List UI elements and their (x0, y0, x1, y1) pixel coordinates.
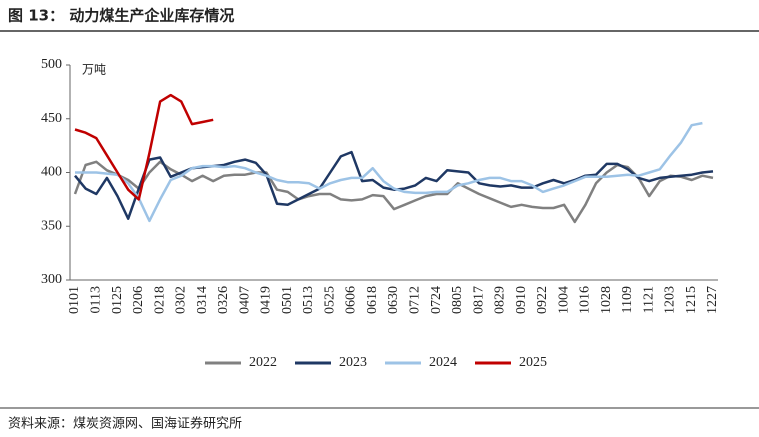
x-tick-label: 0525 (322, 286, 337, 314)
x-tick-label: 0125 (110, 286, 125, 314)
x-tick-label: 0501 (280, 286, 295, 314)
series-line (73, 160, 714, 224)
x-tick-label: 0910 (514, 286, 529, 314)
x-tick-label: 0817 (471, 286, 486, 314)
x-tick-label: 0326 (216, 286, 231, 314)
x-tick-label: 1016 (578, 286, 593, 314)
x-tick-label: 0206 (131, 286, 146, 314)
x-tick-label: 1203 (663, 286, 678, 314)
y-tick-label: 500 (41, 57, 62, 72)
x-tick-label: 1004 (556, 286, 571, 314)
x-tick-label: 0724 (429, 286, 444, 314)
x-tick-label: 1227 (705, 286, 720, 314)
x-tick-label: 0513 (301, 286, 316, 314)
y-tick-label: 350 (41, 218, 62, 233)
source: 资料来源：煤炭资源网、国海证券研究所 (8, 416, 242, 432)
x-tick-label: 1028 (599, 286, 614, 314)
x-tick-label: 0419 (259, 286, 274, 314)
x-tick-label: 0618 (365, 286, 380, 314)
x-tick-label: 0113 (88, 286, 103, 313)
series-line (75, 121, 703, 223)
x-tick-label: 0712 (407, 286, 422, 314)
legend-label: 2022 (249, 355, 277, 370)
legend-label: 2024 (429, 355, 457, 370)
x-tick-label: 0314 (195, 286, 210, 314)
x-tick-label: 1121 (641, 286, 656, 313)
x-tick-label: 0302 (174, 286, 189, 314)
y-tick-label: 400 (41, 165, 62, 180)
x-tick-label: 1109 (620, 286, 635, 313)
x-tick-label: 0805 (450, 286, 465, 314)
x-tick-label: 0922 (535, 286, 550, 314)
y-tick-label: 300 (41, 272, 62, 287)
y-axis-label: 万吨 (82, 63, 106, 77)
x-tick-label: 1215 (684, 286, 699, 314)
x-tick-label: 0101 (67, 286, 82, 314)
series-line (74, 93, 214, 201)
x-tick-label: 0630 (386, 286, 401, 314)
x-tick-label: 0407 (237, 286, 252, 314)
x-tick-label: 0606 (344, 286, 359, 314)
x-tick-label: 0218 (152, 286, 167, 314)
legend-label: 2025 (519, 355, 547, 370)
y-tick-label: 450 (41, 111, 62, 126)
x-tick-label: 0829 (493, 286, 508, 314)
chart-title: 图 13： 动力煤生产企业库存情况 (8, 7, 234, 25)
legend-label: 2023 (339, 355, 367, 370)
